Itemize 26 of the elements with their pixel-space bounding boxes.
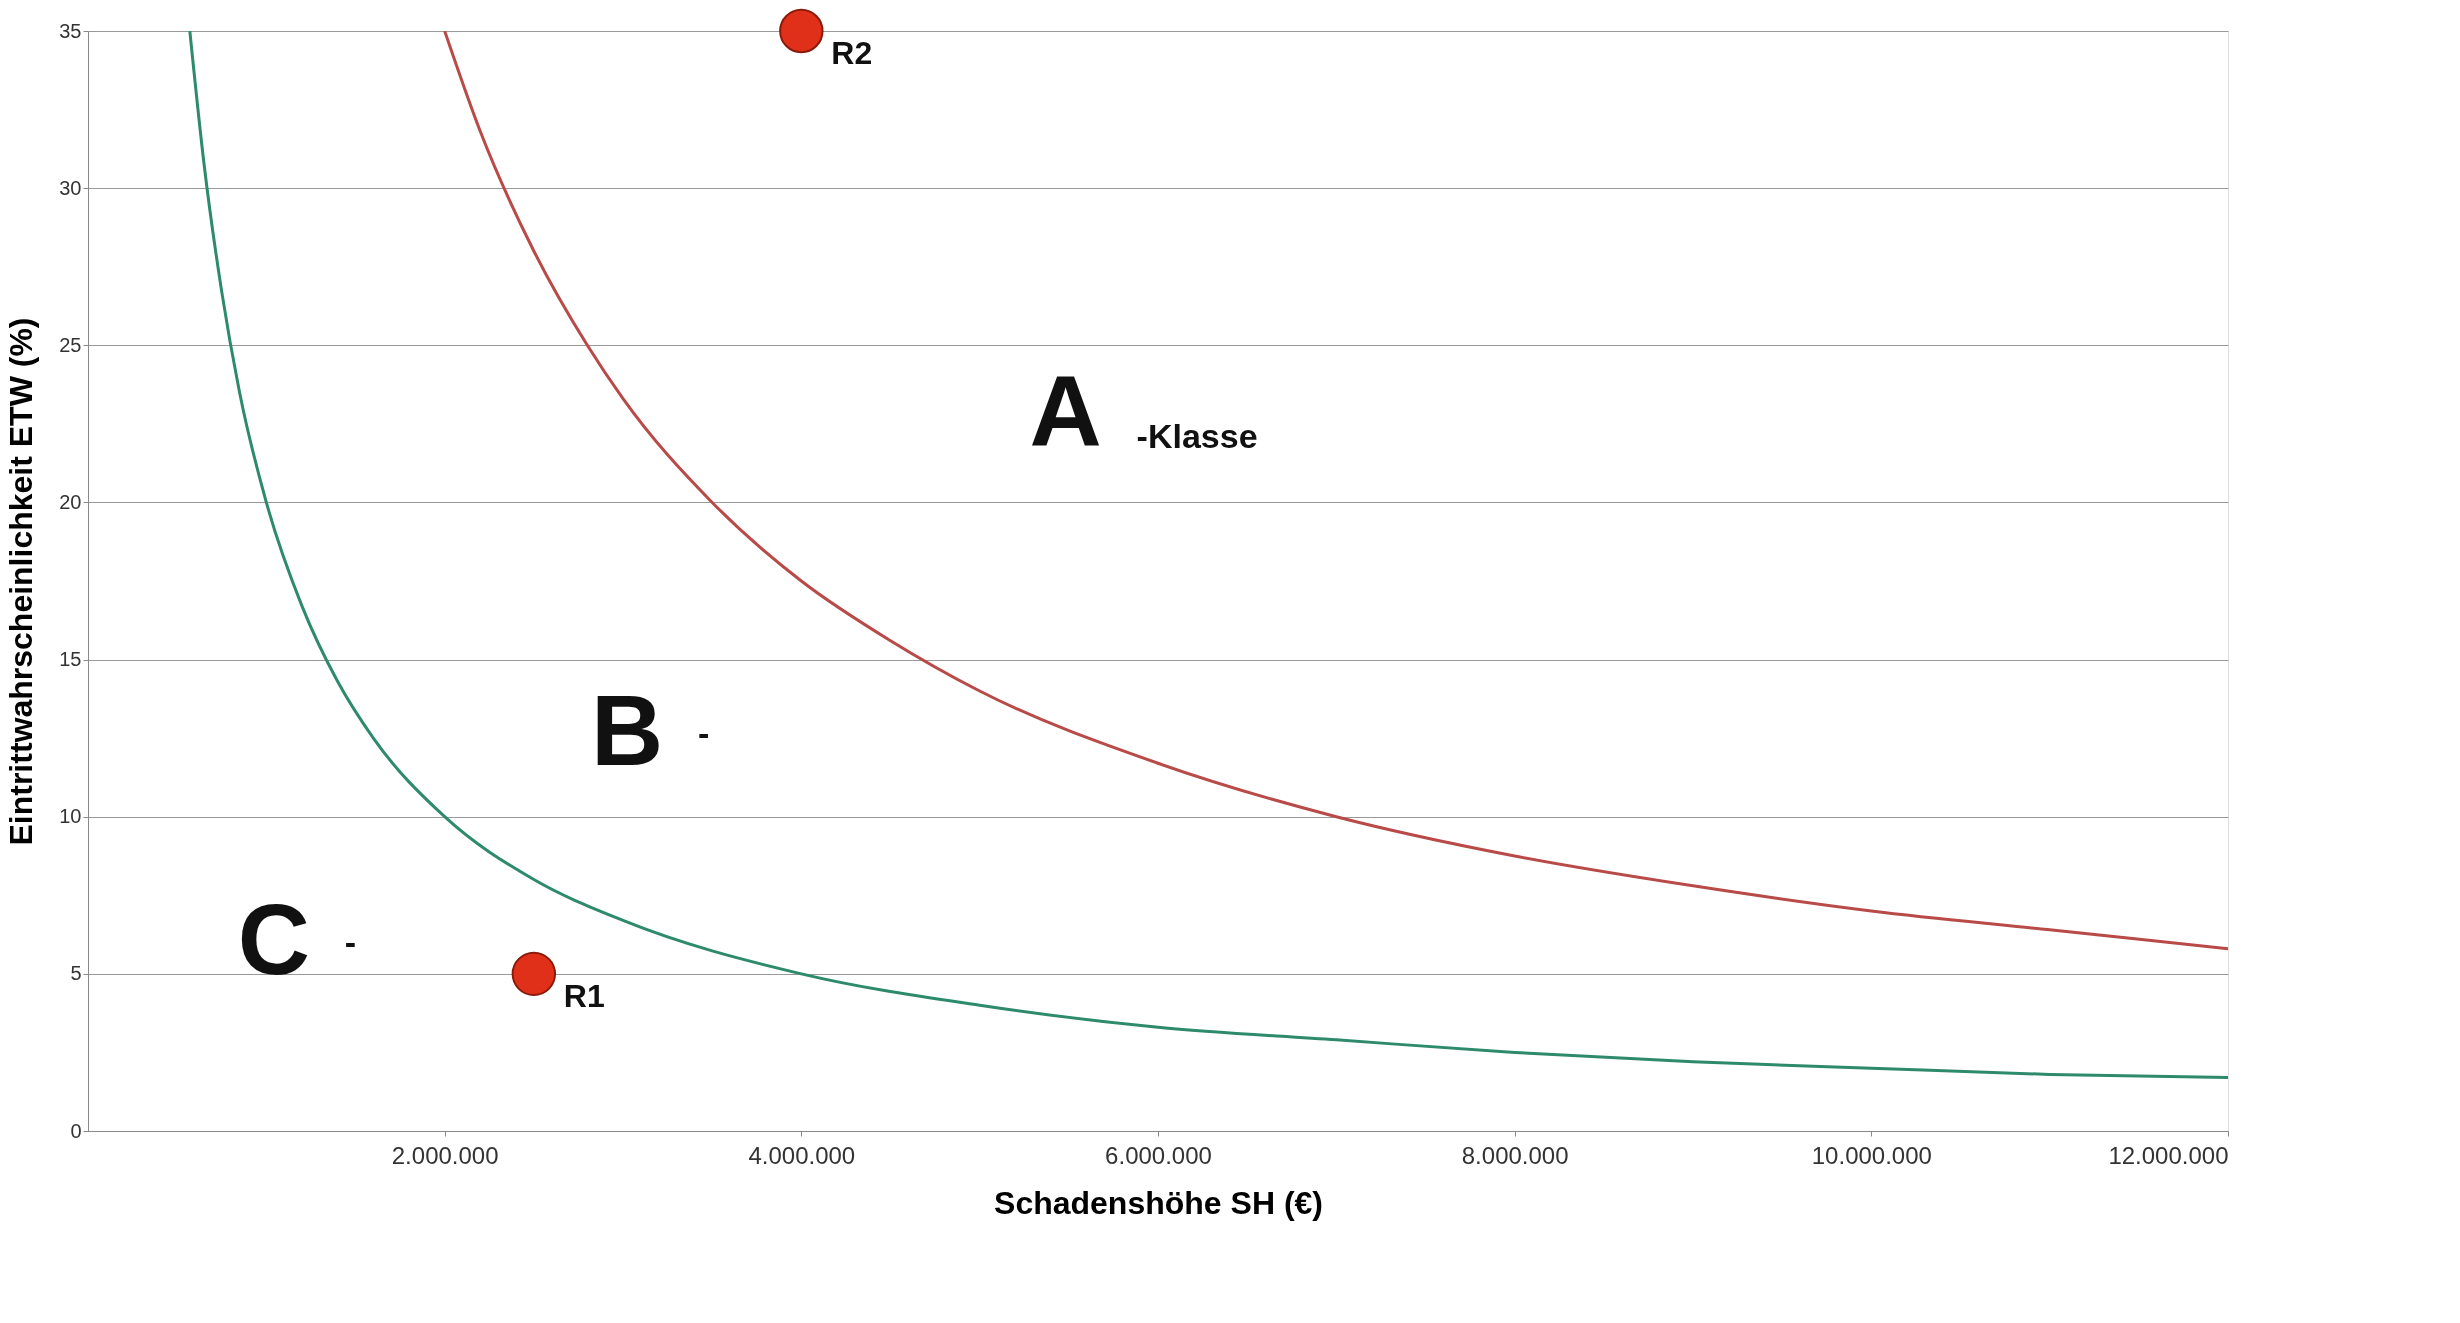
y-tick-label: 0 <box>70 1119 82 1142</box>
annotation: B <box>590 674 664 786</box>
line-series <box>188 31 2228 1080</box>
series-label: R2 <box>831 35 873 71</box>
annotation: - <box>697 714 710 752</box>
x-tick-label: 10.000.000 <box>1811 1141 1932 1169</box>
y-tick-label: 30 <box>59 176 82 199</box>
series-label: R1 <box>563 977 605 1014</box>
y-tick-label: 15 <box>59 648 82 671</box>
y-axis-title: Eintrittwahrscheinlichkeit ETW (%) <box>3 317 40 846</box>
x-tick-label: 4.000.000 <box>748 1141 856 1169</box>
x-tick-label: 12.000.000 <box>2108 1141 2229 1169</box>
y-tick-label: 35 <box>59 19 82 42</box>
y-tick-label: 10 <box>59 805 82 828</box>
annotation: A <box>1029 355 1102 467</box>
y-tick-label: 20 <box>59 490 82 513</box>
y-tick-label: 25 <box>59 333 82 356</box>
annotation: -Klasse <box>1136 417 1258 455</box>
y-tick-label: 5 <box>70 962 82 985</box>
annotation: - <box>344 923 357 961</box>
x-tick-label: 6.000.000 <box>1105 1141 1212 1169</box>
x-tick-label: 2.000.000 <box>391 1141 499 1169</box>
line-series <box>443 31 2228 951</box>
x-tick-label: 8.000.000 <box>1461 1141 1569 1169</box>
x-axis-title: Schadenshöhe SH (€) <box>994 1184 1323 1221</box>
annotation: C <box>237 883 311 995</box>
